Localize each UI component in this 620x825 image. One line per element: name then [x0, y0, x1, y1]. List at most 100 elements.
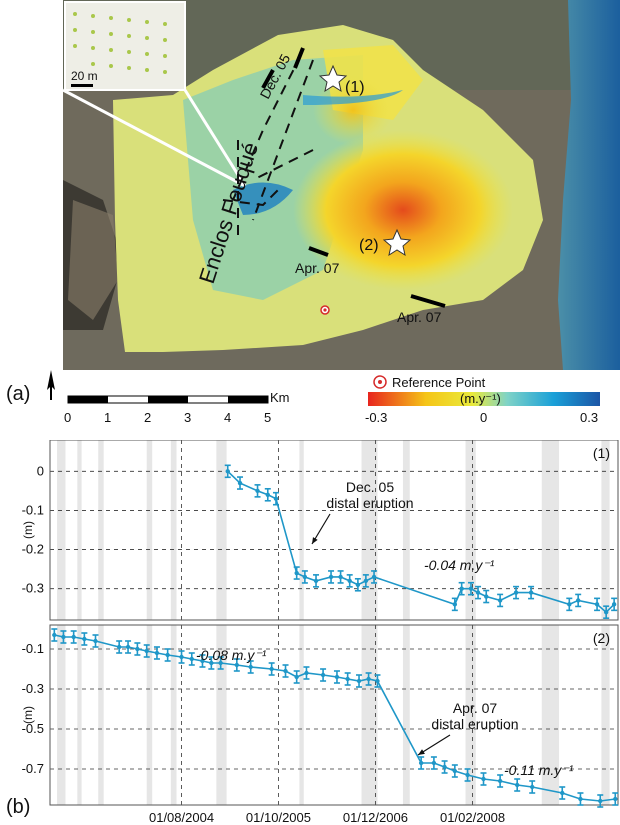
- rate-annotation: -0.04 m.y⁻¹: [424, 557, 495, 573]
- y-tick-label: -0.2: [22, 542, 44, 557]
- data-gap-band: [77, 625, 82, 805]
- leader-line: [183, 89, 247, 187]
- data-point: [459, 586, 464, 591]
- data-gap-band: [57, 440, 66, 620]
- data-point: [248, 664, 253, 670]
- data-gap-band: [170, 440, 177, 620]
- y-tick-label: -0.1: [22, 502, 44, 517]
- rate-annotation: -0.08 m.y⁻¹: [196, 647, 267, 663]
- data-point: [442, 764, 447, 770]
- plot-frame: [49, 624, 619, 806]
- star-marker-1: [318, 64, 348, 93]
- data-point: [611, 602, 617, 607]
- data-point: [375, 678, 380, 684]
- data-point: [135, 646, 140, 652]
- data-point: [144, 648, 149, 654]
- eruption-annotation: Apr. 07: [453, 700, 498, 716]
- data-gap-band: [465, 625, 476, 805]
- scale-tick: 2: [144, 410, 151, 425]
- leader-line: [62, 88, 246, 188]
- data-point: [93, 638, 98, 644]
- data-point: [371, 574, 377, 580]
- data-gap-band: [299, 625, 304, 805]
- y-axis-label: (m): [21, 521, 35, 539]
- scale-tick: 4: [224, 410, 231, 425]
- data-point: [530, 784, 535, 790]
- scale-bar: [67, 395, 269, 404]
- data-point: [567, 602, 572, 607]
- data-point: [189, 656, 194, 662]
- data-gap-band: [216, 625, 227, 805]
- eruption-annotation: Dec. 05: [346, 479, 394, 495]
- data-gap-band: [402, 625, 410, 805]
- eruption-label-apr07-a: Apr. 07: [295, 260, 340, 276]
- annotation-arrowhead: [312, 537, 318, 544]
- data-gap-band: [601, 625, 610, 805]
- plot-area: [50, 440, 618, 620]
- x-tick-label: 01/02/2008: [440, 810, 505, 825]
- data-point: [165, 652, 170, 658]
- data-point: [283, 668, 288, 674]
- data-point: [209, 660, 214, 666]
- colorbar-tick: -0.3: [365, 410, 387, 425]
- data-point: [61, 634, 66, 640]
- data-point: [82, 636, 87, 642]
- scale-tick: 1: [104, 410, 111, 425]
- north-arrow-icon: [47, 370, 55, 400]
- data-point: [338, 574, 343, 580]
- inset-photo: [64, 1, 186, 91]
- data-point: [513, 590, 519, 595]
- data-point: [468, 586, 474, 591]
- data-point: [347, 578, 352, 584]
- data-point: [452, 602, 458, 607]
- colorbar-unit: (m.y⁻¹): [460, 391, 501, 406]
- data-gap-band: [77, 440, 82, 620]
- data-gap-band: [146, 625, 153, 805]
- map-panel: 20 m Dec. 05 Apr. 07 Apr. 07 Enclos Fouq…: [62, 0, 620, 370]
- point-label-2: (2): [359, 237, 379, 254]
- data-point: [594, 602, 600, 607]
- plot-title: (1): [593, 445, 610, 461]
- data-point: [304, 670, 309, 676]
- data-point: [613, 796, 618, 802]
- scale-tick: 5: [264, 410, 271, 425]
- data-gap-band: [146, 440, 153, 620]
- data-point: [154, 650, 160, 656]
- data-gap-band: [361, 625, 378, 805]
- subsidence-zone: [293, 130, 513, 290]
- x-tick-label: 01/08/2004: [149, 810, 214, 825]
- data-point: [497, 778, 503, 784]
- data-point: [418, 760, 424, 766]
- sea: [558, 0, 620, 370]
- data-gap-band: [601, 440, 610, 620]
- data-gap-band: [57, 625, 66, 805]
- eruption-annotation-sub: distal eruption: [326, 495, 413, 511]
- fissures: [261, 47, 446, 308]
- data-point: [578, 796, 583, 802]
- x-tick-label: 01/12/2006: [343, 810, 408, 825]
- plot-frame: [49, 440, 619, 621]
- scale-tick: 0: [64, 410, 71, 425]
- plot-area: [50, 625, 618, 805]
- data-gap-band: [98, 440, 104, 620]
- plot-title: (2): [593, 630, 610, 646]
- data-point: [52, 632, 57, 638]
- colorbar: [368, 392, 600, 406]
- y-tick-label: -0.7: [22, 761, 44, 776]
- data-gap-band: [98, 625, 104, 805]
- x-axis: 01/08/2004 01/10/2005 01/12/2006 01/02/2008: [149, 810, 505, 825]
- data-point: [225, 469, 230, 474]
- data-point: [481, 776, 486, 782]
- data-point: [465, 772, 470, 778]
- data-point: [313, 578, 319, 584]
- data-point: [452, 768, 458, 774]
- data-gap-band: [170, 625, 177, 805]
- data-point: [294, 674, 299, 680]
- data-point: [200, 658, 205, 664]
- eruption-annotation-sub: distal eruption: [431, 716, 518, 732]
- data-point: [363, 578, 369, 584]
- velocity-map: 20 m Dec. 05 Apr. 07 Apr. 07 Enclos Fouq…: [62, 0, 620, 370]
- y-tick-label: -0.3: [22, 581, 44, 596]
- data-point: [237, 480, 243, 486]
